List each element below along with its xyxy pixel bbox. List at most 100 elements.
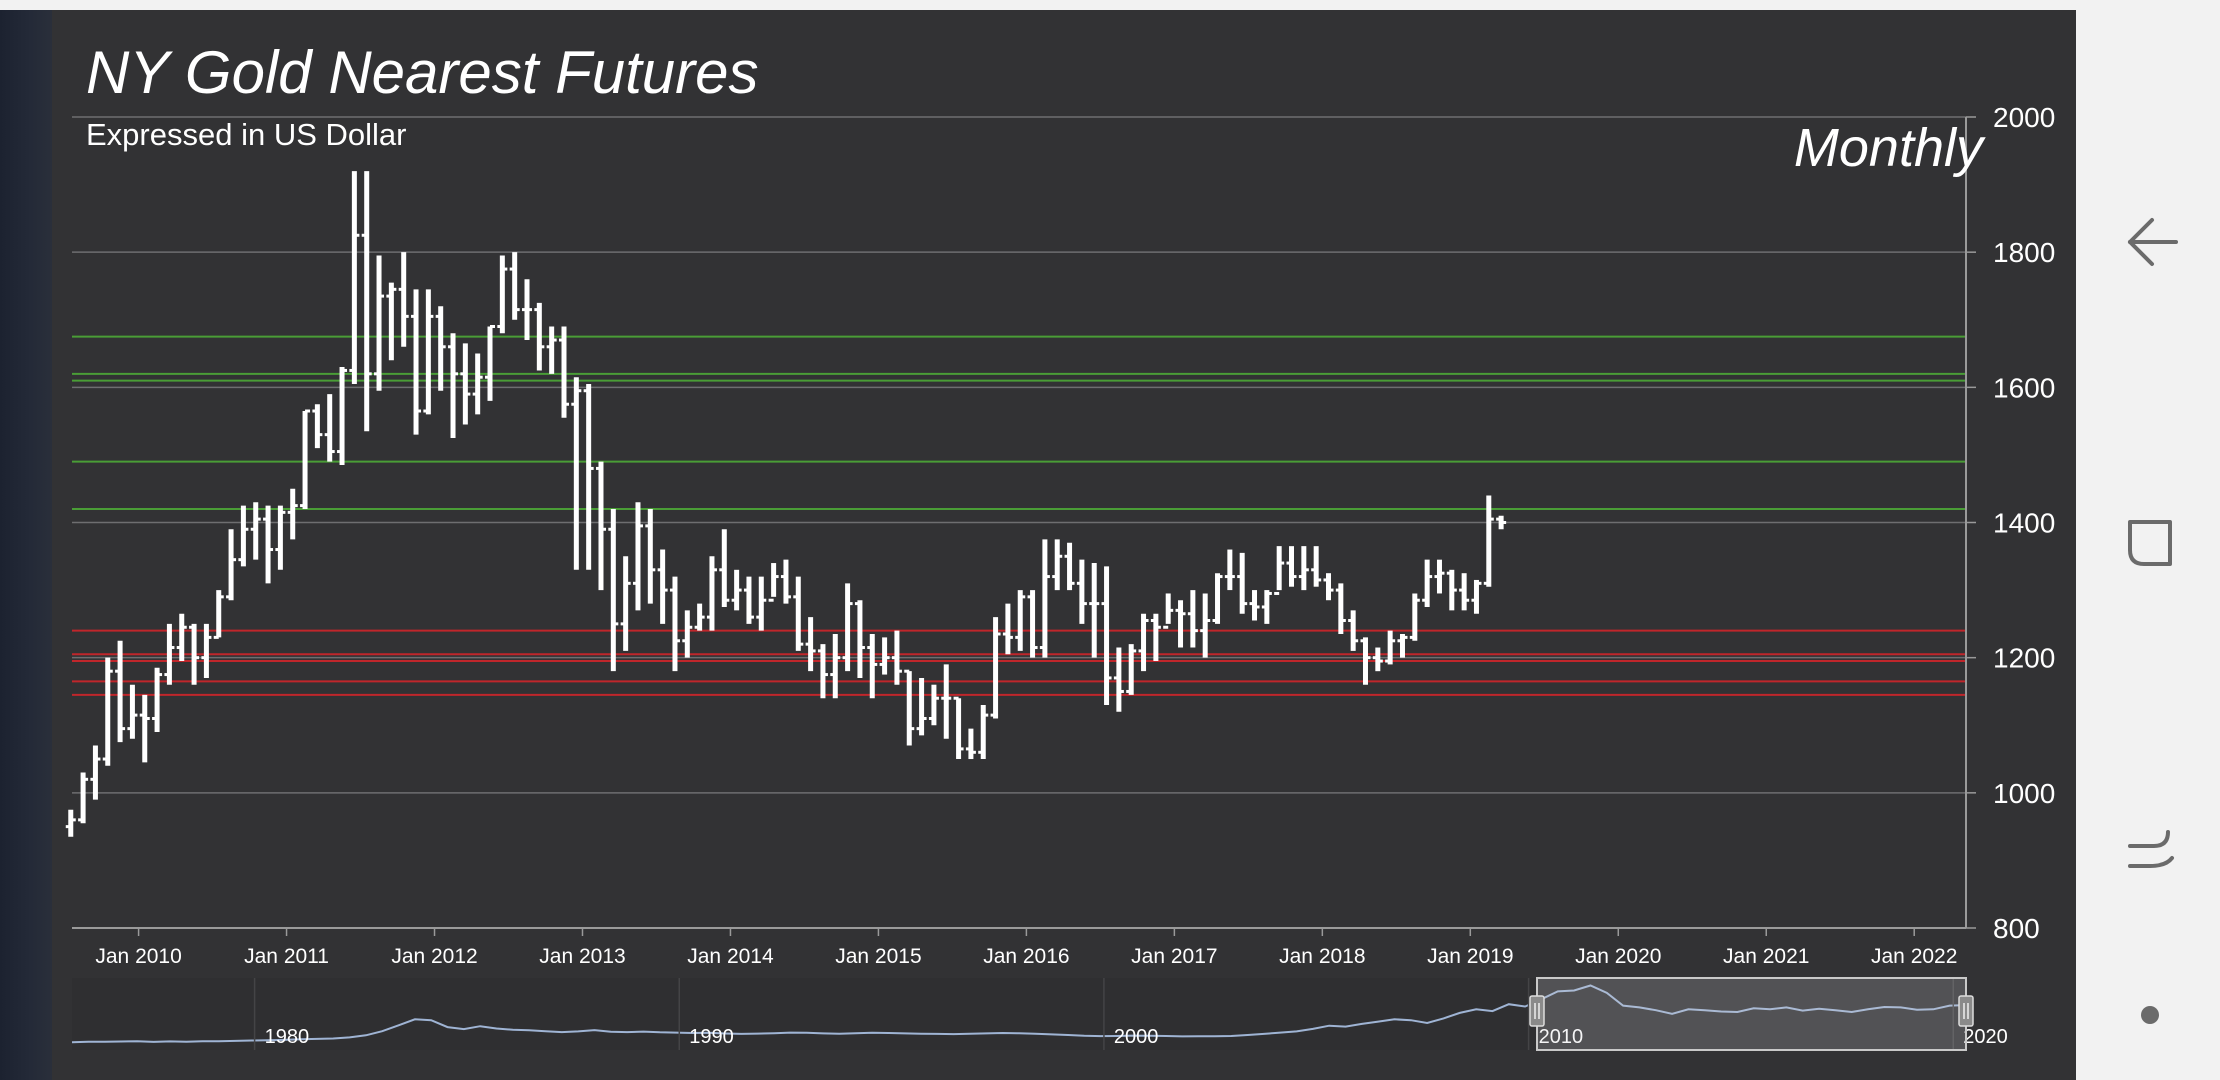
ohlc-bar: [953, 696, 964, 760]
ohlc-bar: [928, 684, 939, 726]
ohlc-bar: [1175, 600, 1186, 648]
chart-subtitle: Expressed in US Dollar: [86, 117, 406, 152]
ohlc-bar: [1138, 613, 1149, 672]
y-tick-label: 1800: [1993, 237, 2055, 268]
ohlc-bar: [1224, 549, 1235, 591]
swap-icon[interactable]: [2110, 810, 2190, 890]
ohlc-bar: [793, 576, 804, 651]
ohlc-bar: [817, 644, 828, 699]
ohlc-bar: [386, 282, 397, 361]
ohlc-bar: [805, 617, 816, 672]
ohlc-bar: [1015, 590, 1026, 651]
ohlc-bar: [497, 255, 508, 334]
x-tick-label: Jan 2015: [835, 945, 921, 968]
y-tick-label: 800: [1993, 913, 2040, 944]
ohlc-bar: [1434, 559, 1445, 594]
ohlc-bar: [842, 583, 853, 672]
support-resistance-lines: [72, 335, 1966, 696]
y-tick-labels: 800 1000 1200 1400 1600 1800 2000: [1993, 102, 2055, 944]
ohlc-bar: [300, 409, 311, 509]
ohlc-bar: [583, 383, 594, 570]
ohlc-bar: [1113, 647, 1124, 712]
ohlc-bar: [1422, 559, 1433, 607]
ohlc-bar: [435, 306, 446, 391]
ohlc-bar: [312, 404, 323, 449]
ohlc-bar: [275, 505, 286, 570]
x-tick-label: Jan 2019: [1427, 945, 1513, 968]
y-tick-label: 1200: [1993, 643, 2055, 674]
navigator-line: [71, 984, 1967, 1044]
ohlc-bar: [558, 326, 569, 418]
x-tick-label: Jan 2011: [244, 945, 329, 968]
ohlc-bar: [250, 502, 261, 560]
side-shadow: [0, 10, 52, 1080]
ohlc-bar: [1274, 546, 1285, 595]
recents-icon[interactable]: [2110, 504, 2190, 584]
ohlc-bar: [1076, 559, 1087, 624]
ohlc-bar: [90, 745, 101, 800]
ohlc-bar: [485, 325, 496, 401]
ohlc-bar: [139, 694, 150, 763]
ohlc-bar: [1471, 579, 1482, 614]
back-icon[interactable]: [2110, 202, 2190, 282]
ohlc-bar: [965, 728, 976, 760]
ohlc-bar: [595, 461, 606, 591]
ohlc-bar: [1360, 637, 1371, 685]
ohlc-bar: [657, 549, 668, 624]
ohlc-bar: [263, 505, 274, 584]
chart-title: NY Gold Nearest Futures: [86, 39, 759, 106]
ohlc-bar: [608, 508, 619, 672]
ohlc-bar: [645, 508, 656, 604]
ohlc-bar: [361, 171, 372, 432]
navigator[interactable]: 1980 1990 2000 2010 2020: [71, 977, 2008, 1051]
navigator-handle-right[interactable]: [1958, 995, 1974, 1027]
ohlc-bar: [115, 640, 126, 743]
navigator-tick-label: 2010: [1539, 1026, 1584, 1048]
navigator-window[interactable]: [1536, 977, 1967, 1051]
ohlc-bar: [694, 603, 705, 631]
navigator-tick-label: 1990: [689, 1026, 734, 1048]
ohlc-bar: [1052, 539, 1063, 591]
ohlc-bar: [127, 684, 138, 739]
ohlc-bar: [1385, 630, 1396, 665]
ohlc-bar: [201, 623, 212, 678]
ohlc-bar: [706, 556, 717, 631]
ohlc-bar: [1348, 610, 1359, 651]
x-tick-label: Jan 2016: [983, 945, 1069, 968]
x-tick-label: Jan 2020: [1575, 945, 1661, 968]
x-tick-label: Jan 2010: [95, 945, 181, 968]
dot-icon[interactable]: [2110, 975, 2190, 1055]
ohlc-bar: [398, 252, 409, 347]
ohlc-bar: [1237, 552, 1248, 614]
ohlc-bar: [1261, 590, 1272, 624]
ohlc-bar: [411, 289, 422, 435]
navigator-tick-label: 1980: [265, 1026, 310, 1048]
ohlc-bar: [682, 610, 693, 658]
ohlc-bar: [620, 556, 631, 651]
ohlc-bar: [1163, 593, 1174, 629]
ohlc-bar: [879, 637, 890, 675]
ohlc-bar: [1397, 634, 1408, 658]
ohlc-bar: [287, 488, 298, 540]
ohlc-bar: [1039, 539, 1050, 658]
ohlc-bar: [460, 343, 471, 425]
ohlc-bar: [1101, 566, 1112, 705]
ohlc-bar: [743, 576, 754, 624]
ohlc-bar: [867, 634, 878, 699]
ohlc-bar: [324, 394, 335, 462]
ohlc-bar: [731, 569, 742, 611]
ohlc-bar: [337, 367, 348, 466]
ohlc-bar: [780, 559, 791, 604]
y-tick-label: 1000: [1993, 778, 2055, 809]
ohlc-bar: [189, 623, 200, 685]
x-tick-label: Jan 2014: [687, 945, 774, 968]
ohlc-bar: [756, 576, 767, 631]
ohlc-bar: [534, 302, 545, 371]
ohlc-bar: [349, 171, 360, 384]
ohlc-bar: [1298, 546, 1309, 591]
ohlc-bar: [1089, 563, 1100, 658]
navigator-tick-label: 2020: [1963, 1026, 2008, 1048]
ohlc-bar: [1064, 542, 1075, 591]
navigator-handle-left[interactable]: [1529, 995, 1545, 1027]
